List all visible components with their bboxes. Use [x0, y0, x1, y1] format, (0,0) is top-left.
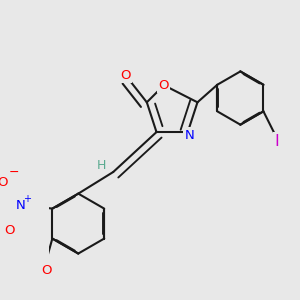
Text: I: I	[274, 134, 279, 148]
Text: O: O	[120, 69, 130, 82]
Text: +: +	[22, 194, 31, 204]
Text: O: O	[159, 79, 169, 92]
Text: H: H	[97, 159, 106, 172]
Text: O: O	[0, 176, 8, 189]
Text: O: O	[4, 224, 14, 237]
Text: N: N	[184, 129, 194, 142]
Text: O: O	[41, 263, 52, 277]
Text: N: N	[16, 200, 26, 212]
Text: −: −	[9, 166, 19, 179]
